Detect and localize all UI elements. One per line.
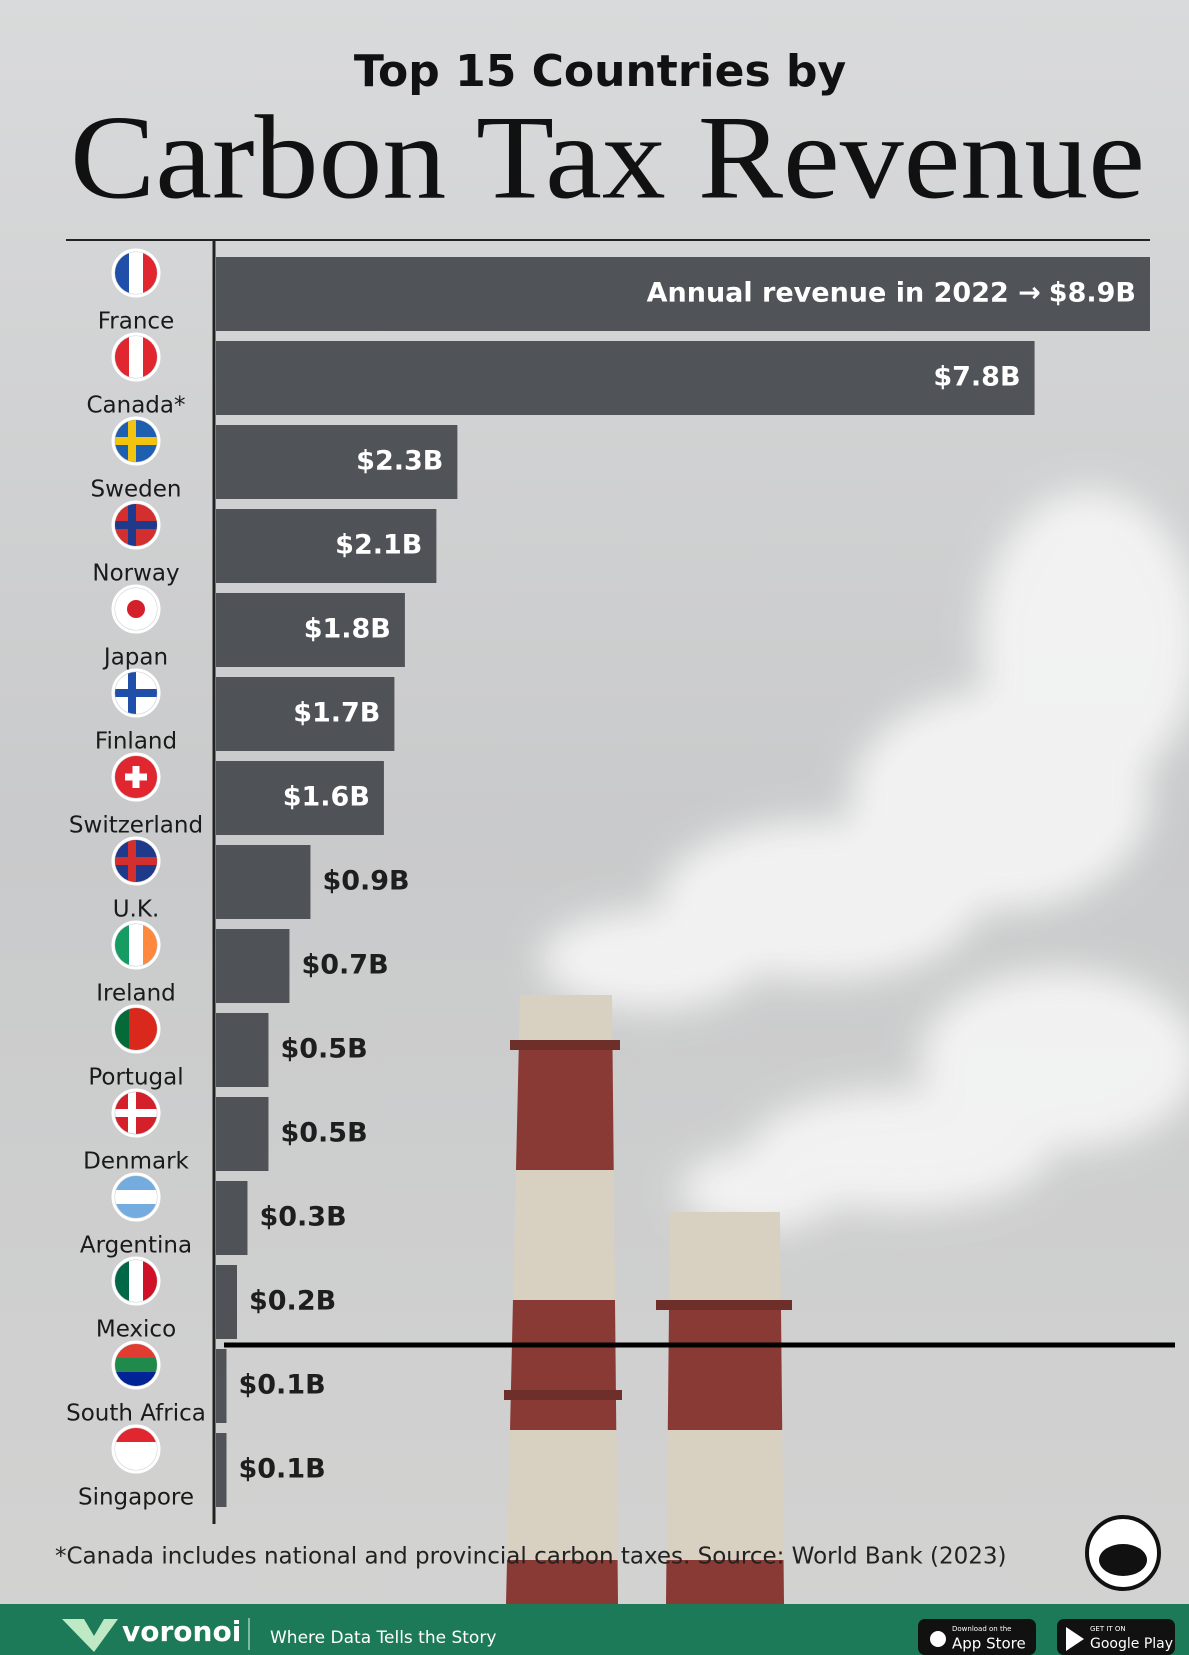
chart-title: Carbon Tax Revenue (70, 91, 1145, 224)
flag-stripe (115, 1442, 157, 1457)
flag (113, 1258, 159, 1304)
flag (113, 1426, 159, 1472)
bar (216, 1181, 247, 1255)
bar (216, 845, 310, 919)
category-label: Ireland (96, 981, 176, 1007)
bar (216, 341, 1035, 415)
flag-cross (128, 840, 136, 882)
flag (113, 670, 159, 716)
category-label: Norway (92, 561, 179, 587)
flag-stripe (115, 1358, 157, 1373)
bar (216, 1013, 268, 1087)
category-label: Singapore (78, 1485, 194, 1511)
flag-body (115, 1092, 157, 1134)
flag (113, 922, 159, 968)
value-label: $0.7B (301, 950, 388, 981)
footnote: *Canada includes national and provincial… (55, 1544, 1006, 1570)
flag-stripe (129, 336, 144, 378)
flag-stripe (129, 924, 144, 966)
flag-cross (128, 420, 136, 462)
flag-cross (128, 504, 136, 546)
value-label: $1.6B (283, 782, 370, 813)
flag (113, 1174, 159, 1220)
flag (113, 502, 159, 548)
value-label: $0.9B (322, 866, 409, 897)
badge-small-text: Download on the (952, 1625, 1011, 1633)
category-label: Canada* (86, 393, 185, 419)
flag (113, 250, 159, 296)
flag (113, 586, 159, 632)
category-label: Switzerland (69, 813, 203, 839)
logo-mark (1087, 1517, 1159, 1589)
category-label: South Africa (66, 1401, 206, 1427)
flag (113, 838, 159, 884)
value-label: $0.5B (280, 1034, 367, 1065)
flag-cross (133, 766, 140, 788)
value-label: $0.2B (249, 1286, 336, 1317)
kicker: Top 15 Countries by (354, 46, 846, 97)
flag-stripe (129, 252, 144, 294)
value-label: $8.9B (1049, 278, 1136, 309)
flag-stripe (129, 1008, 144, 1050)
category-label: Japan (102, 645, 168, 671)
flag (113, 334, 159, 380)
flag (113, 1006, 159, 1052)
category-label: U.K. (113, 897, 160, 923)
app-store-badge[interactable]: Download on the App Store (918, 1619, 1036, 1655)
value-label: $0.5B (280, 1118, 367, 1149)
flag-body (115, 756, 157, 798)
category-label: Mexico (96, 1317, 176, 1343)
flag (113, 754, 159, 800)
bar (216, 1265, 237, 1339)
category-label: France (98, 309, 174, 335)
category-label: Argentina (80, 1233, 192, 1259)
category-label: Portugal (88, 1065, 183, 1091)
flag (113, 1090, 159, 1136)
flag (113, 418, 159, 464)
flag-body (115, 588, 157, 630)
category-label: Denmark (83, 1149, 189, 1175)
value-label: $7.8B (933, 362, 1020, 393)
flag-cross (128, 1092, 136, 1134)
value-label: $0.1B (238, 1370, 325, 1401)
flag-body (115, 504, 157, 546)
badge-small-text: GET IT ON (1090, 1625, 1126, 1633)
flag-stripe (129, 1260, 144, 1302)
badge-text: Google Play (1090, 1636, 1173, 1652)
value-label: $2.3B (356, 446, 443, 477)
brand: voronoi (122, 1615, 241, 1648)
bar (216, 1097, 268, 1171)
value-label: $2.1B (335, 530, 422, 561)
bar (216, 929, 289, 1003)
flag-dot (127, 600, 145, 618)
category-label: Finland (95, 729, 177, 755)
flag-body (115, 840, 157, 882)
value-label: $0.3B (259, 1202, 346, 1233)
google-play-badge[interactable]: GET IT ON Google Play (1057, 1619, 1175, 1655)
bar (216, 1349, 226, 1423)
flag (113, 1342, 159, 1388)
infographic: Top 15 Countries by Carbon Tax Revenue $… (0, 0, 1189, 1655)
flag-cross (128, 672, 136, 714)
badge-text: App Store (952, 1635, 1026, 1653)
value-label: $1.8B (304, 614, 391, 645)
annotation: Annual revenue in 2022 → (647, 278, 1041, 309)
flag-stripe (115, 1190, 157, 1205)
tagline: Where Data Tells the Story (270, 1628, 496, 1648)
value-label: $0.1B (238, 1454, 325, 1485)
category-label: Sweden (91, 477, 182, 503)
flag-body (115, 420, 157, 462)
bar (216, 1433, 226, 1507)
flag-body (115, 672, 157, 714)
value-label: $1.7B (293, 698, 380, 729)
